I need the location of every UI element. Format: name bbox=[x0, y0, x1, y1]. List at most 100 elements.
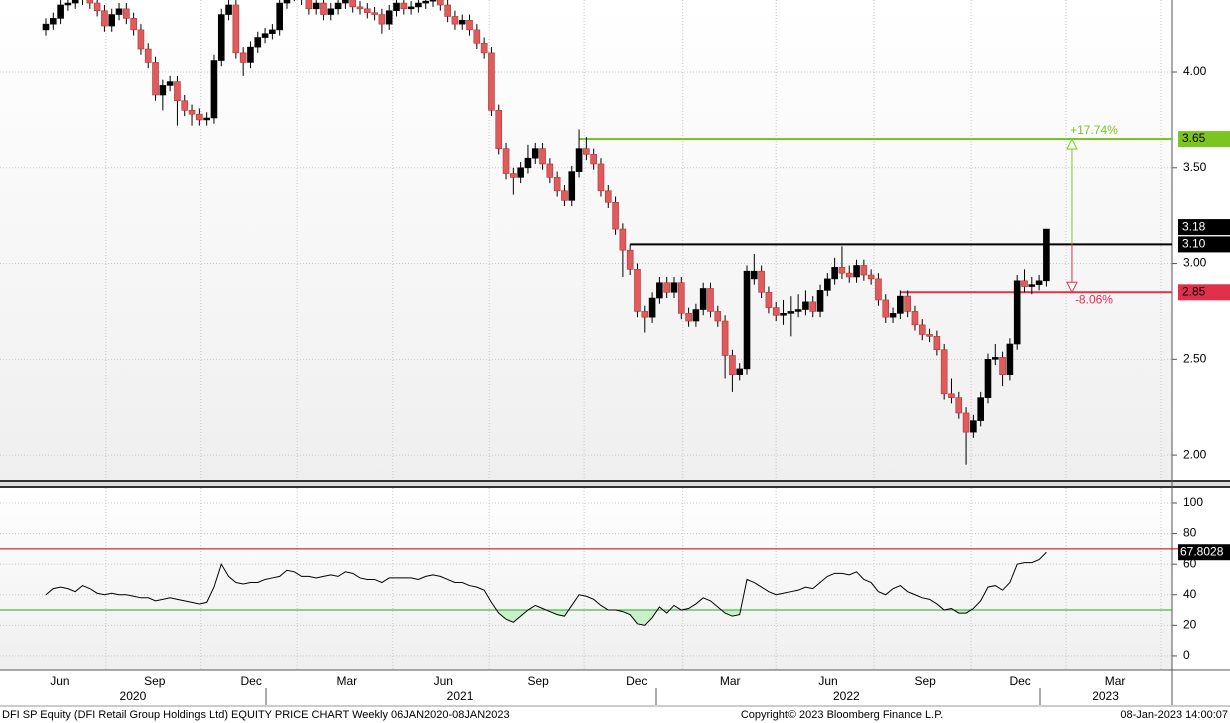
rsi-tick-label: 80 bbox=[1183, 526, 1197, 540]
candle-body bbox=[50, 18, 57, 25]
value-box bbox=[1178, 284, 1230, 301]
candle-body bbox=[444, 4, 451, 17]
rsi-panel bbox=[0, 488, 1172, 670]
candle-body bbox=[239, 52, 247, 63]
x-tick-label: Sep bbox=[527, 674, 549, 688]
candle-body bbox=[612, 201, 619, 230]
arrow-head bbox=[1066, 137, 1078, 150]
candle-body bbox=[101, 10, 108, 27]
footer-center: Copyright© 2023 Bloomberg Finance L.P. bbox=[741, 709, 943, 721]
candle-body bbox=[824, 278, 831, 291]
candle-body bbox=[473, 29, 481, 44]
candle-body bbox=[203, 117, 210, 121]
candle-body bbox=[685, 313, 692, 322]
x-tick-label: Dec bbox=[241, 674, 262, 688]
candle-body bbox=[466, 20, 473, 31]
candle-body bbox=[188, 110, 196, 115]
candle-body bbox=[349, 0, 356, 8]
value-label: 2.85 bbox=[1182, 284, 1206, 298]
candle-body bbox=[831, 267, 838, 280]
price-panel bbox=[0, 0, 1172, 480]
candle-body bbox=[502, 148, 510, 174]
candle-body bbox=[977, 397, 984, 421]
candle-body bbox=[926, 334, 933, 337]
candle-body bbox=[488, 52, 495, 111]
candle-body bbox=[437, 0, 444, 6]
candles bbox=[42, 0, 1050, 465]
candle-body bbox=[378, 14, 386, 25]
candle-body bbox=[561, 190, 568, 201]
candle-body bbox=[692, 309, 700, 322]
candle-body bbox=[130, 18, 137, 31]
y-tick-label: 2.50 bbox=[1183, 352, 1207, 366]
rsi-last-label: 67.8028 bbox=[1180, 544, 1224, 558]
rsi-tick-label: 20 bbox=[1183, 618, 1197, 632]
candle-body bbox=[510, 173, 517, 178]
candle-body bbox=[320, 2, 327, 15]
rsi-oversold-fill bbox=[496, 610, 971, 626]
candle-body bbox=[948, 393, 955, 398]
candle-body bbox=[363, 8, 371, 13]
value-box bbox=[1178, 131, 1230, 148]
candle-body bbox=[415, 2, 422, 8]
candle-body bbox=[780, 313, 787, 316]
candle-body bbox=[1035, 280, 1043, 285]
candle-body bbox=[663, 282, 670, 293]
candle-body bbox=[334, 2, 342, 10]
rsi-line bbox=[45, 551, 1047, 626]
value-box bbox=[1178, 219, 1230, 236]
value-box bbox=[1178, 236, 1230, 253]
candle-body bbox=[751, 270, 758, 280]
candle-body bbox=[276, 2, 283, 31]
candle-body bbox=[714, 311, 722, 322]
candle-body bbox=[875, 278, 882, 301]
candle-body bbox=[210, 60, 218, 119]
candle-body bbox=[123, 8, 130, 19]
candle-body bbox=[889, 313, 897, 318]
candle-body bbox=[108, 14, 116, 27]
candle-body bbox=[71, 0, 79, 4]
candle-body bbox=[327, 8, 335, 15]
candle-body bbox=[144, 48, 152, 63]
candle-body bbox=[1021, 280, 1028, 287]
value-label: 3.18 bbox=[1182, 219, 1206, 233]
candle-body bbox=[853, 265, 860, 278]
range-annotation: +17.74% bbox=[1070, 123, 1118, 137]
x-tick-label: Sep bbox=[144, 674, 166, 688]
candle-body bbox=[86, 0, 94, 4]
candle-body bbox=[641, 311, 649, 318]
candle-body bbox=[1028, 284, 1036, 287]
candle-body bbox=[217, 14, 225, 61]
x-tick-label: Mar bbox=[1105, 674, 1126, 688]
candle-body bbox=[648, 297, 656, 318]
candle-body bbox=[729, 355, 736, 375]
x-tick-label: Dec bbox=[626, 674, 647, 688]
candle-body bbox=[371, 12, 378, 15]
candle-body bbox=[495, 110, 503, 149]
x-tick-label: Dec bbox=[1009, 674, 1030, 688]
candle-body bbox=[546, 163, 554, 178]
arrow-head bbox=[1066, 281, 1078, 294]
candle-body bbox=[962, 412, 970, 433]
candle-body bbox=[451, 16, 459, 25]
candle-body bbox=[904, 295, 911, 312]
candle-body bbox=[802, 301, 809, 310]
candle-body bbox=[480, 42, 488, 54]
candle-body bbox=[984, 359, 992, 398]
rsi-tick-label: 0 bbox=[1183, 648, 1190, 662]
y-tick-label: 3.00 bbox=[1183, 256, 1207, 270]
candle-body bbox=[1043, 228, 1050, 282]
candle-body bbox=[940, 349, 948, 395]
value-label: 3.65 bbox=[1182, 131, 1206, 145]
value-box bbox=[1178, 544, 1230, 561]
candle-body bbox=[604, 190, 612, 203]
candle-body bbox=[115, 8, 123, 15]
candle-body bbox=[524, 157, 532, 169]
x-tick-label: Mar bbox=[337, 674, 358, 688]
candle-body bbox=[911, 311, 919, 326]
x-tick-label: Jun bbox=[434, 674, 453, 688]
candle-body bbox=[400, 2, 408, 10]
x-tick-label: Sep bbox=[915, 674, 937, 688]
candle-body bbox=[553, 177, 561, 192]
candle-body bbox=[269, 29, 276, 35]
